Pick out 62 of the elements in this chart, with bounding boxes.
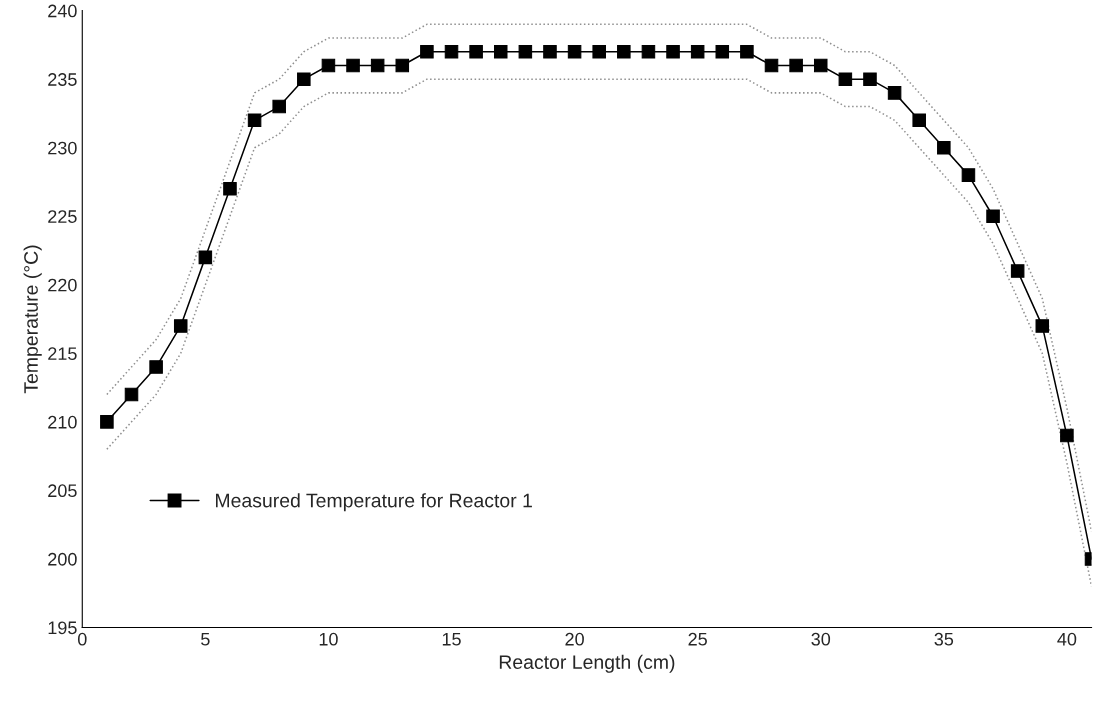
point	[863, 72, 877, 86]
x-tick-label: 15	[442, 632, 461, 646]
point	[617, 44, 631, 59]
point	[887, 86, 902, 100]
point	[641, 44, 656, 59]
point	[789, 58, 803, 73]
x-tick-label: 5	[201, 632, 210, 646]
point	[666, 44, 680, 59]
y-tick-label: 220	[48, 278, 77, 292]
point	[223, 182, 237, 196]
point	[198, 250, 213, 265]
point	[124, 387, 139, 402]
point	[690, 44, 705, 59]
point	[961, 168, 976, 182]
point	[838, 72, 853, 86]
x-tick-label: 35	[934, 632, 954, 646]
y-tick-label: 225	[48, 210, 77, 223]
point	[395, 58, 410, 73]
point	[321, 58, 336, 73]
y-tick-label: 215	[48, 347, 77, 361]
point	[715, 44, 730, 59]
point	[1035, 319, 1050, 333]
point	[1060, 428, 1074, 443]
y-axis-title: Temperature (°C)	[23, 245, 42, 394]
point	[493, 44, 508, 59]
point	[346, 58, 360, 73]
x-tick-label: 30	[811, 632, 831, 646]
y-tick-label: 230	[48, 141, 77, 155]
legend-label: Measured Temperature for Reactor 1	[216, 493, 532, 512]
point	[444, 44, 459, 59]
point	[986, 209, 1000, 224]
point	[149, 360, 163, 374]
x-tick-label: 10	[319, 632, 338, 646]
point	[173, 319, 188, 333]
y-tick-label: 195	[48, 621, 77, 635]
point	[592, 44, 606, 59]
y-tick-label: 210	[48, 415, 77, 429]
x-tick-label: 40	[1057, 632, 1077, 646]
x-tick-label: 0	[77, 632, 87, 646]
y-tick-label: 200	[48, 552, 77, 566]
point	[370, 58, 385, 73]
y-tick-label: 205	[48, 484, 77, 498]
point	[420, 44, 434, 59]
point	[912, 113, 926, 128]
point	[469, 44, 483, 59]
point	[1010, 264, 1025, 278]
point	[297, 72, 311, 86]
point	[518, 44, 533, 59]
point	[764, 58, 779, 73]
point	[543, 44, 557, 59]
y-tick-label: 240	[48, 4, 77, 18]
x-axis-title: Reactor Length (cm)	[499, 654, 675, 673]
x-tick-label: 25	[688, 632, 707, 646]
x-tick-label: 20	[565, 632, 584, 646]
point	[247, 113, 262, 128]
point	[100, 415, 114, 429]
point	[272, 99, 286, 114]
point	[937, 140, 951, 155]
point	[567, 44, 582, 59]
point	[740, 44, 754, 59]
y-tick-label: 235	[48, 73, 77, 86]
point	[813, 58, 828, 73]
